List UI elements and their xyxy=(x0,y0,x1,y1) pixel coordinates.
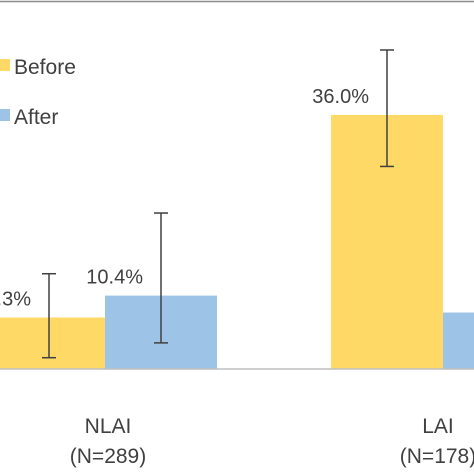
legend-swatch-after xyxy=(0,109,10,121)
category-label-nlai-name: NLAI xyxy=(85,415,132,438)
category-label-nlai-n: (N=289) xyxy=(70,445,146,468)
bars-layer xyxy=(0,114,474,369)
category-label-lai-n: (N=178) xyxy=(400,445,474,468)
bar-lai-after xyxy=(443,312,474,369)
bar-nlai-before xyxy=(0,317,105,369)
error-bar-nlai-before xyxy=(42,272,56,359)
data-label-nlai-before: 7.3% xyxy=(0,288,31,310)
category-label-lai-name: LAI xyxy=(422,415,454,438)
x-axis-tick-labels: NLAI (N=289) LAI (N=178) xyxy=(70,415,474,468)
error-bar-nlai-after xyxy=(154,212,168,344)
legend-label-before: Before xyxy=(14,56,76,79)
data-label-lai-before: 36.0% xyxy=(312,86,369,108)
legend: Before After xyxy=(0,56,76,129)
legend-swatch-before xyxy=(0,59,10,71)
legend-label-after: After xyxy=(14,106,58,129)
data-labels-layer: 7.3% 36.0% 10.4% xyxy=(0,86,369,311)
error-bar-lai-before xyxy=(380,49,394,168)
data-label-nlai-after: 10.4% xyxy=(86,267,143,289)
error-bars-layer xyxy=(42,49,394,359)
